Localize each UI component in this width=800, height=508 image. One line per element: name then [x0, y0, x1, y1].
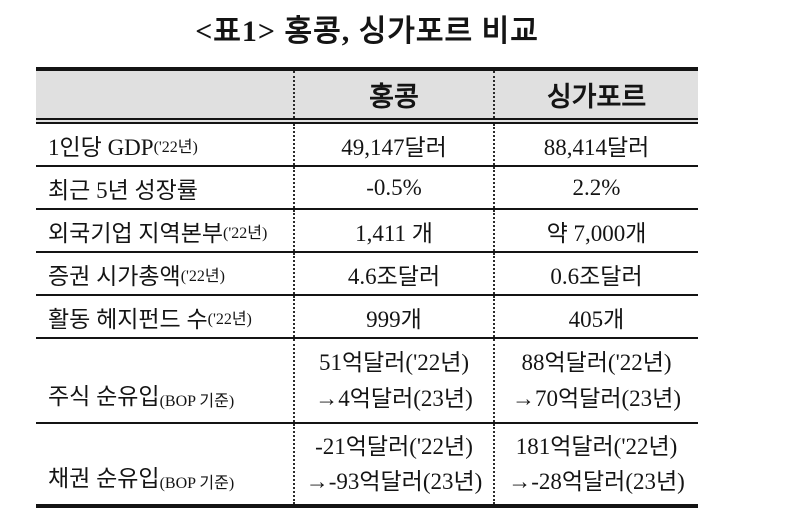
row-label: 외국기업 지역본부 [48, 220, 224, 246]
hk-value-cell: 51억달러('22년) →4억달러(23년) [293, 339, 493, 422]
row-label: 채권 순유입 [48, 466, 160, 491]
value-line-1: 51억달러('22년) [318, 349, 470, 375]
table-row-growth: 최근 5년 성장률 -0.5% 2.2% [36, 167, 698, 210]
row-label-note: ('22년) [223, 224, 268, 242]
value: -0.5% [366, 174, 422, 200]
comparison-table: 홍콩 싱가포르 1인당 GDP ('22년) 49,147달러 88,414달러 … [36, 67, 698, 508]
hk-value-cell: 999개 [293, 296, 493, 337]
row-label-note: ('22년) [207, 310, 252, 328]
header-cell-hongkong: 홍콩 [293, 71, 493, 118]
sg-value-cell: 88,414달러 [493, 124, 698, 165]
row-label-cell: 1인당 GDP ('22년) [36, 124, 293, 165]
row-label-note: (BOP 기준) [159, 475, 235, 492]
value-line-2: →-93억달러(23년) [305, 468, 483, 494]
value: 1,411 개 [355, 220, 433, 246]
sg-value-cell: 88억달러('22년) →70억달러(23년) [493, 339, 698, 422]
row-label-cell: 주식 순유입 (BOP 기준) [36, 339, 293, 422]
row-label-cell: 증권 시가총액 ('22년) [36, 253, 293, 294]
hk-value-cell: 1,411 개 [293, 210, 493, 251]
value: 999개 [366, 306, 422, 332]
row-label: 활동 헤지펀드 수 [48, 306, 208, 332]
value: 0.6조달러 [550, 263, 643, 289]
table-row-bond-net-inflow: 채권 순유입 (BOP 기준) -21억달러('22년) →-93억달러(23년)… [36, 424, 698, 504]
header-cell-singapore: 싱가포르 [493, 71, 698, 118]
value: 88,414달러 [543, 134, 650, 160]
row-label: 최근 5년 성장률 [48, 177, 198, 203]
table-row-regional-hq: 외국기업 지역본부 ('22년) 1,411 개 약 7,000개 [36, 210, 698, 253]
value: 405개 [568, 306, 625, 332]
table-header-row: 홍콩 싱가포르 [36, 71, 698, 124]
header-cell-empty [36, 71, 293, 118]
value-line-1: 181억달러('22년) [515, 433, 678, 459]
hk-value-cell: 4.6조달러 [293, 253, 493, 294]
value-line-2: →70억달러(23년) [512, 385, 681, 411]
hk-value-cell: 49,147달러 [293, 124, 493, 165]
value-line-1: -21억달러('22년) [315, 433, 473, 459]
value-line-2: →4억달러(23년) [315, 385, 473, 411]
sg-value-cell: 2.2% [493, 167, 698, 208]
sg-value-cell: 405개 [493, 296, 698, 337]
row-label: 1인당 GDP [48, 134, 154, 160]
row-label: 주식 순유입 [48, 384, 160, 409]
row-label-cell: 외국기업 지역본부 ('22년) [36, 210, 293, 251]
hk-value-cell: -0.5% [293, 167, 493, 208]
value-line-2: →-28억달러(23년) [508, 468, 685, 494]
row-label-note: ('22년) [153, 138, 198, 156]
table-row-market-cap: 증권 시가총액 ('22년) 4.6조달러 0.6조달러 [36, 253, 698, 296]
value: 약 7,000개 [546, 220, 647, 246]
table-row-hedge-funds: 활동 헤지펀드 수 ('22년) 999개 405개 [36, 296, 698, 339]
value: 4.6조달러 [347, 263, 441, 289]
table-row-equity-net-inflow: 주식 순유입 (BOP 기준) 51억달러('22년) →4억달러(23년) 88… [36, 339, 698, 424]
row-label-cell: 활동 헤지펀드 수 ('22년) [36, 296, 293, 337]
row-label-cell: 채권 순유입 (BOP 기준) [36, 424, 293, 504]
table-caption: <표1> 홍콩, 싱가포르 비교 [195, 15, 539, 48]
row-label: 증권 시가총액 [48, 263, 181, 289]
row-label-note: ('22년) [180, 267, 225, 285]
sg-value-cell: 0.6조달러 [493, 253, 698, 294]
value: 49,147달러 [341, 134, 447, 160]
value: 2.2% [572, 174, 621, 200]
value-line-1: 88억달러('22년) [521, 349, 672, 375]
sg-value-cell: 181억달러('22년) →-28억달러(23년) [493, 424, 698, 504]
row-label-note: (BOP 기준) [159, 393, 235, 410]
row-label-cell: 최근 5년 성장률 [36, 167, 293, 208]
table-row-gdp: 1인당 GDP ('22년) 49,147달러 88,414달러 [36, 124, 698, 167]
sg-value-cell: 약 7,000개 [493, 210, 698, 251]
hk-value-cell: -21억달러('22년) →-93억달러(23년) [293, 424, 493, 504]
